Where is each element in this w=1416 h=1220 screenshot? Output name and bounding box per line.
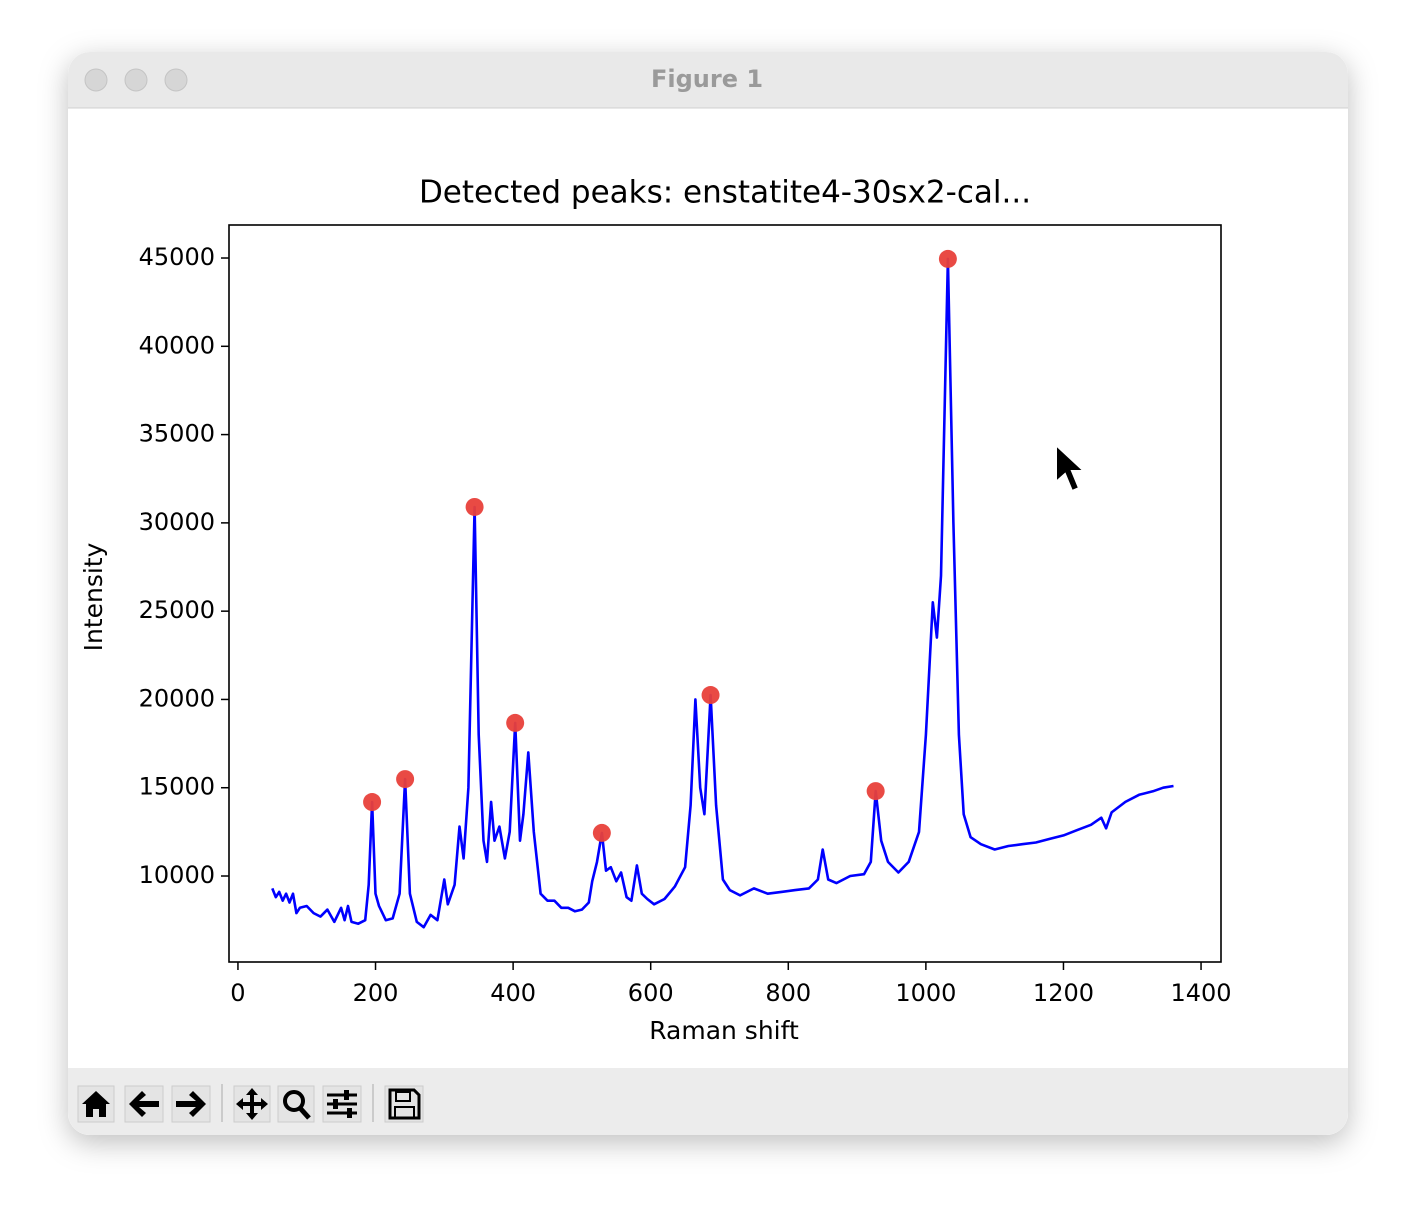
window [68,52,1348,1135]
peak-marker [701,686,720,705]
y-tick-label: 40000 [139,331,215,359]
axes-frame [228,224,1222,963]
peak-marker [363,793,382,812]
x-tick-label: 0 [230,979,245,1007]
zoom-tool-button[interactable] [277,1085,315,1123]
y-tick-label: 25000 [139,596,215,624]
minimize-button[interactable] [124,68,148,92]
home-button[interactable] [77,1085,115,1123]
mouse-cursor [1055,442,1087,493]
x-tick-label: 200 [353,979,399,1007]
peak-marker [506,713,525,732]
x-tick-label: 1200 [1033,979,1094,1007]
pan-button[interactable] [233,1085,271,1123]
y-axis-label: Intensity [79,542,108,651]
x-axis-label: Raman shift [649,1016,799,1045]
title-bar [68,52,1348,108]
forward-button[interactable] [171,1085,211,1123]
peak-marker [396,770,415,789]
y-tick-label: 15000 [139,773,215,801]
x-tick-label: 1400 [1171,979,1232,1007]
y-tick-label: 10000 [139,861,215,889]
chart-title: Detected peaks: enstatite4-30sx2-cal... [419,175,1031,211]
window-title: Figure 1 [651,65,763,93]
back-button[interactable] [124,1085,164,1123]
peak-marker [592,823,611,842]
x-tick-label: 600 [628,979,674,1007]
close-button[interactable] [84,68,108,92]
x-tick-label: 1000 [895,979,956,1007]
save-button[interactable] [384,1085,424,1123]
configure-button[interactable] [322,1085,362,1123]
y-tick-label: 20000 [139,684,215,712]
data-line [271,257,1174,929]
x-tick-label: 400 [490,979,536,1007]
peak-marker [866,782,885,801]
y-tick-label: 35000 [139,420,215,448]
y-tick-label: 30000 [139,508,215,536]
toolbar-buttons [77,1084,424,1123]
zoom-button[interactable] [164,68,188,92]
y-tick-label: 45000 [139,243,215,271]
peak-marker [465,497,484,516]
x-tick-label: 800 [765,979,811,1007]
plot: Detected peaks: enstatite4-30sx2-cal... … [79,175,1232,1046]
peak-marker [938,249,957,268]
